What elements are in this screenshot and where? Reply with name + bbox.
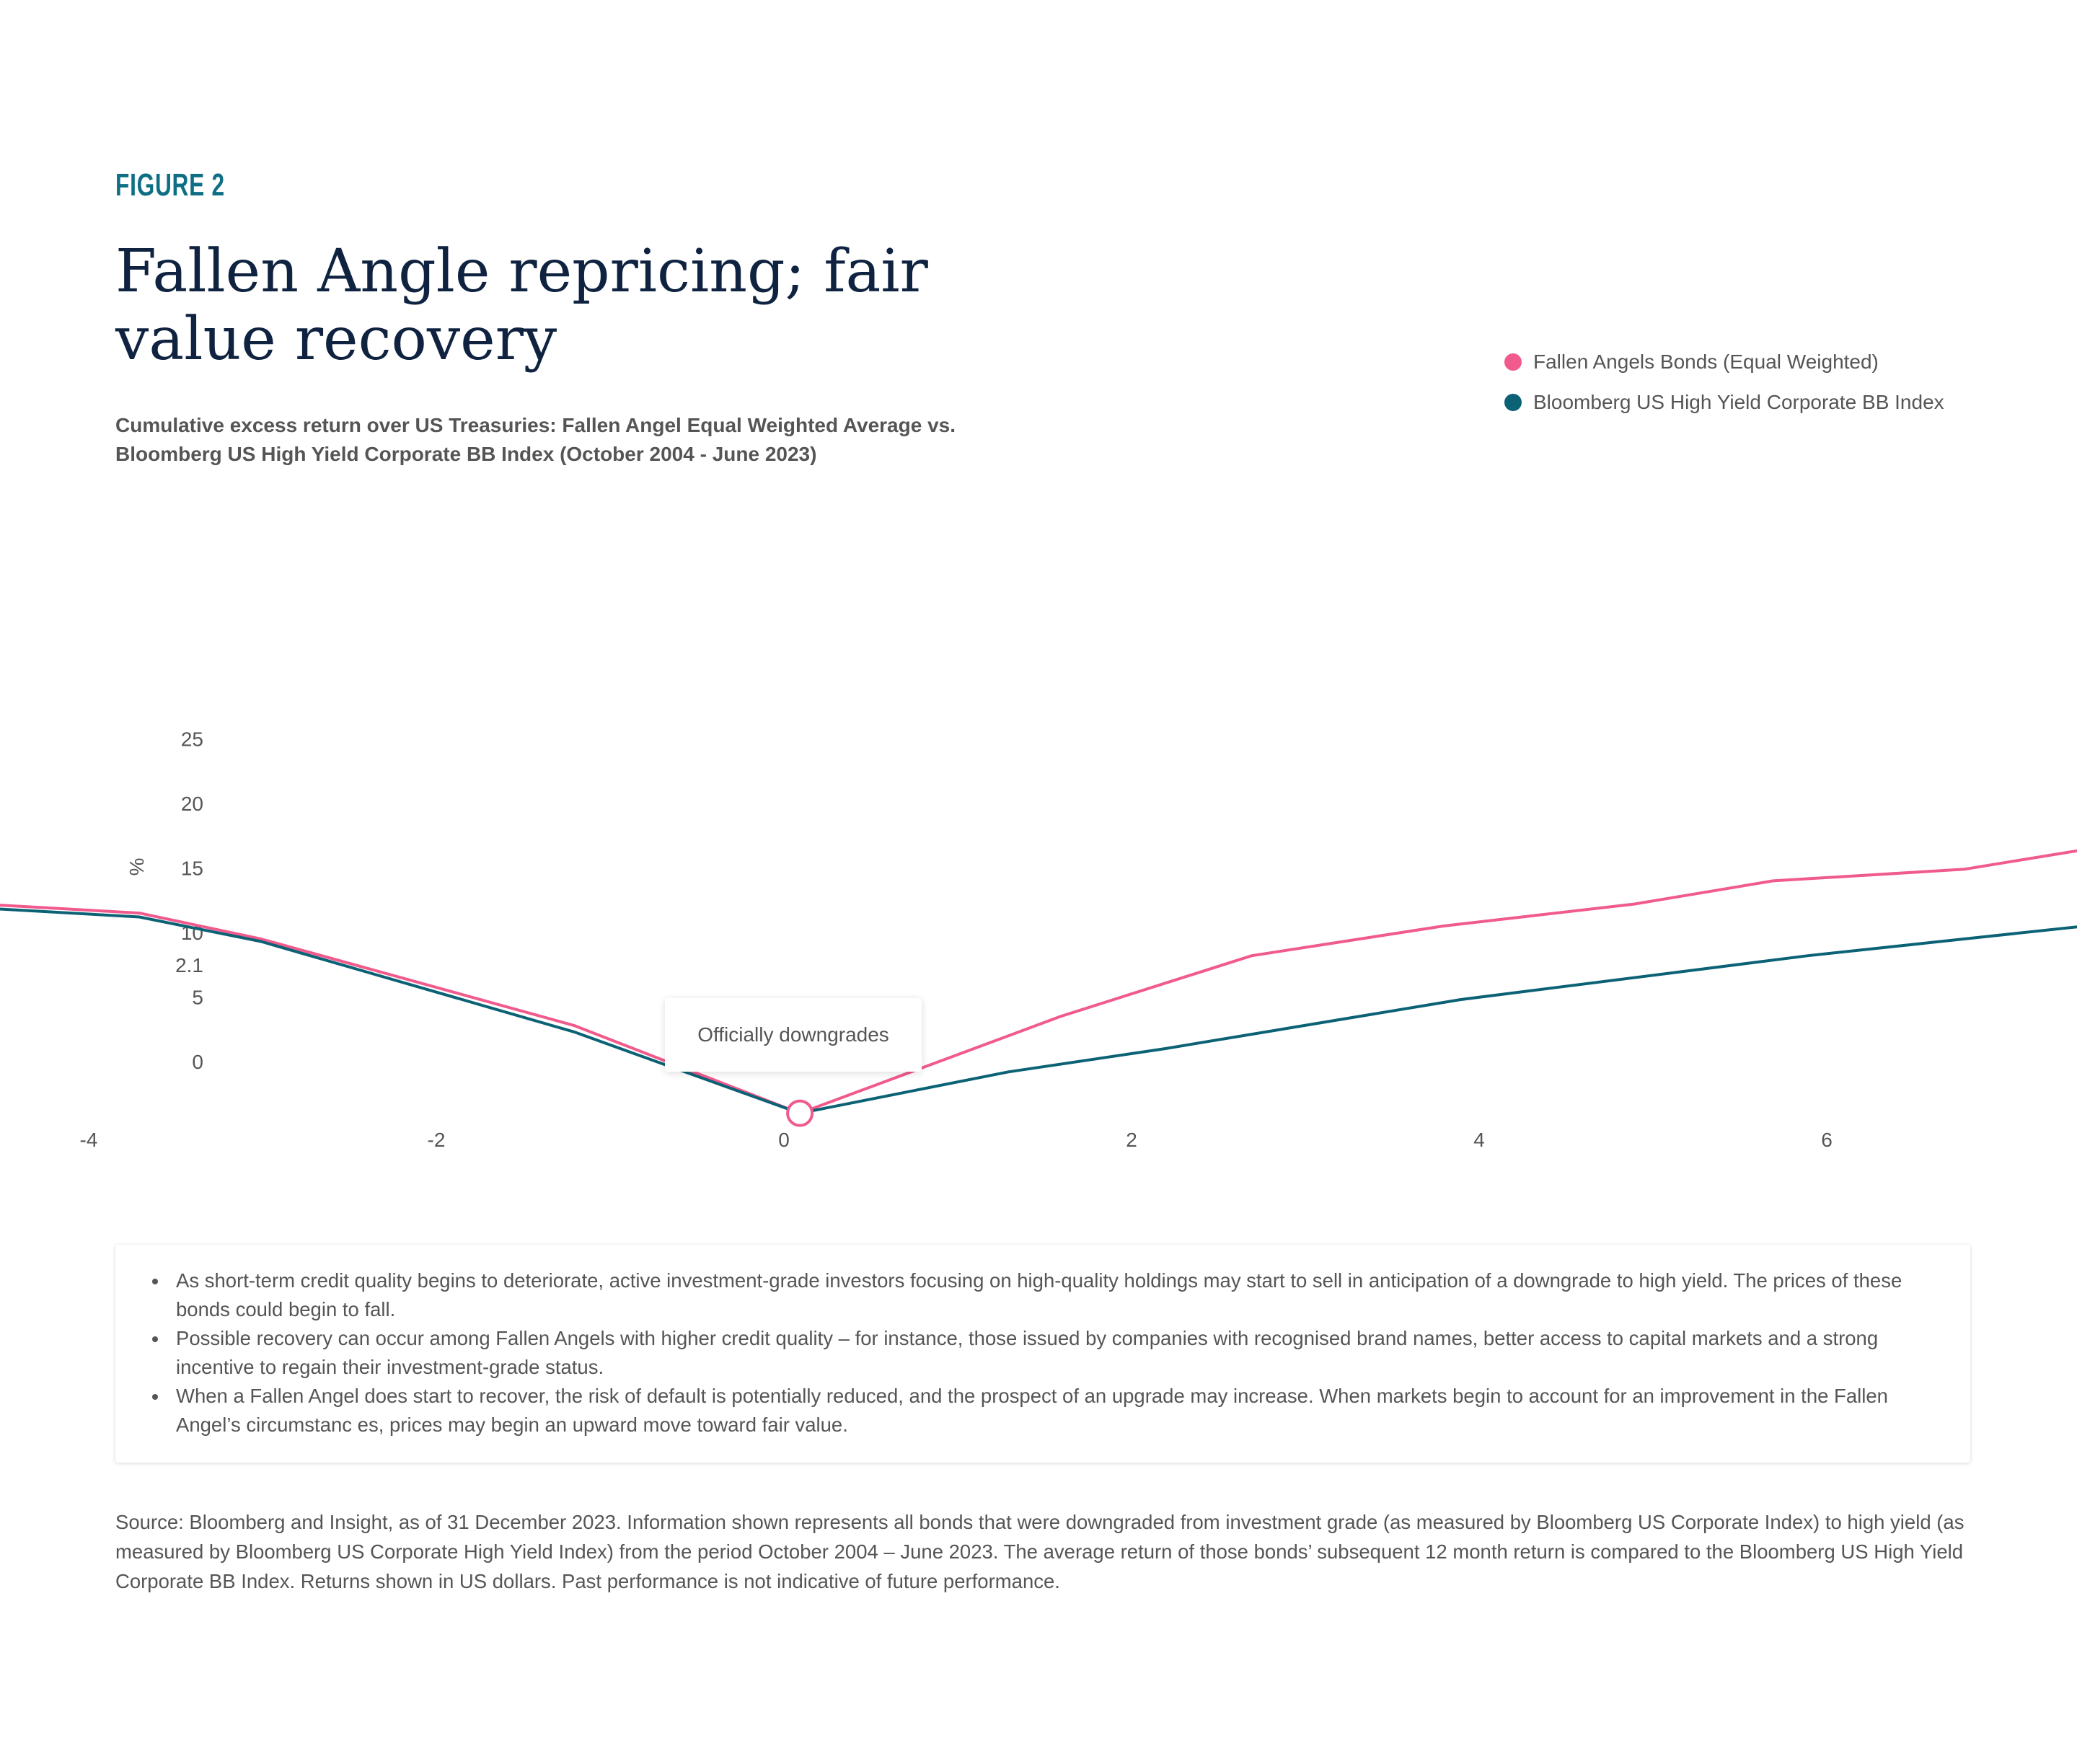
tooltip-label: Officially downgrades [697, 1023, 889, 1046]
legend-item-fallen-angels[interactable]: Fallen Angels Bonds (Equal Weighted) [1504, 342, 1944, 382]
y-axis-label: % [125, 858, 148, 876]
legend-item-bb-index[interactable]: Bloomberg US High Yield Corporate BB Ind… [1504, 382, 1944, 423]
x-tick-label: 4 [1473, 1129, 1485, 1151]
notes-list: As short-term credit quality begins to d… [151, 1266, 1941, 1439]
legend-dot-pink [1504, 353, 1522, 371]
y-tick-label: 0 [192, 1051, 203, 1073]
legend-dot-teal [1504, 394, 1522, 411]
series-line-bb-index [0, 907, 2077, 1115]
y-tick-label: 25 [181, 728, 203, 751]
source-note: Source: Bloomberg and Insight, as of 31 … [115, 1511, 1964, 1592]
x-tick-label: -4 [80, 1129, 98, 1151]
y-tick-label: 5 [192, 987, 203, 1009]
x-tick-label: -2 [428, 1129, 446, 1151]
x-tick-label: 0 [778, 1129, 790, 1151]
downgrade-marker[interactable] [786, 1099, 814, 1127]
notes-box: As short-term credit quality begins to d… [115, 1245, 1970, 1463]
legend-label: Fallen Angels Bonds (Equal Weighted) [1533, 350, 1879, 373]
y-tick-label: 2.1 [175, 954, 203, 976]
note-item: When a Fallen Angel does start to recove… [169, 1382, 1941, 1439]
series-line-fallen-angels [0, 849, 2077, 1115]
chart-subtitle: Cumulative excess return over US Treasur… [115, 414, 956, 465]
chart-title: Fallen Angle repricing; fair value recov… [115, 237, 928, 374]
y-tick-label: 15 [181, 857, 203, 880]
figure-label: FIGURE 2 [115, 167, 225, 203]
legend-label: Bloomberg US High Yield Corporate BB Ind… [1533, 391, 1944, 413]
note-item: As short-term credit quality begins to d… [169, 1266, 1941, 1324]
note-item: Possible recovery can occur among Fallen… [169, 1324, 1941, 1382]
annotation-tooltip: Officially downgrades [665, 998, 922, 1072]
x-tick-label: 6 [1821, 1129, 1833, 1151]
y-tick-label: 20 [181, 793, 203, 815]
x-tick-label: 2 [1126, 1129, 1137, 1151]
chart-legend: Fallen Angels Bonds (Equal Weighted) Blo… [1504, 342, 1944, 423]
